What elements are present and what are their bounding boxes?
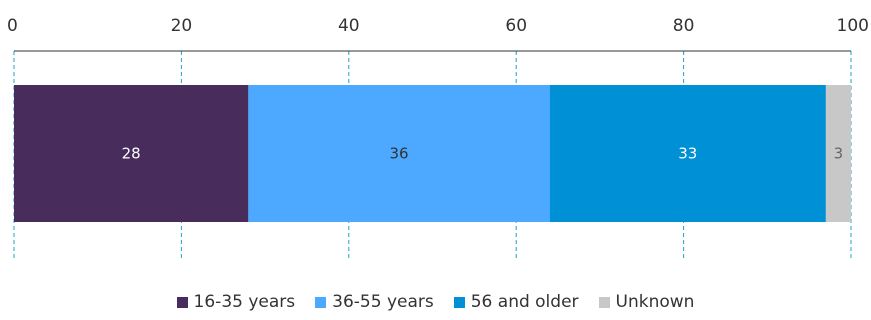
legend-swatch xyxy=(598,296,610,308)
bar-segment xyxy=(549,85,826,222)
legend-item: 56 and older xyxy=(453,292,579,312)
legend-swatch xyxy=(176,296,188,308)
legend-label: 56 and older xyxy=(470,292,579,312)
legend-item: 16-35 years xyxy=(176,292,296,312)
data-label: 33 xyxy=(678,145,697,163)
bar-segments: 28 36 33 3 xyxy=(14,85,851,222)
legend-swatch xyxy=(453,296,465,308)
data-label: 28 xyxy=(122,145,141,163)
legend-label: 36-55 years xyxy=(332,292,434,312)
legend-label: 16-35 years xyxy=(193,292,296,312)
legend: 16-35 years 36-55 years 56 and older Unknow… xyxy=(0,292,871,312)
bar-segment xyxy=(14,85,249,222)
x-tick-label: 40 xyxy=(338,16,360,36)
bar-segment xyxy=(825,85,851,222)
legend-item: Unknown xyxy=(598,292,695,312)
legend-label: Unknown xyxy=(615,292,695,312)
x-tick-label: 0 xyxy=(7,16,18,36)
data-label: 3 xyxy=(834,145,844,163)
bar-segment xyxy=(248,85,550,222)
x-axis-ticks: 0 20 40 60 80 100 xyxy=(7,16,869,36)
x-tick-label: 20 xyxy=(171,16,193,36)
stacked-bar-chart: 0 20 40 60 80 100 28 36 33 3 xyxy=(7,16,869,258)
data-label: 36 xyxy=(389,145,408,163)
legend-swatch xyxy=(315,296,327,308)
x-tick-label: 80 xyxy=(673,16,695,36)
legend-item: 36-55 years xyxy=(315,292,434,312)
x-tick-label: 60 xyxy=(505,16,527,36)
x-tick-label: 100 xyxy=(837,16,869,36)
